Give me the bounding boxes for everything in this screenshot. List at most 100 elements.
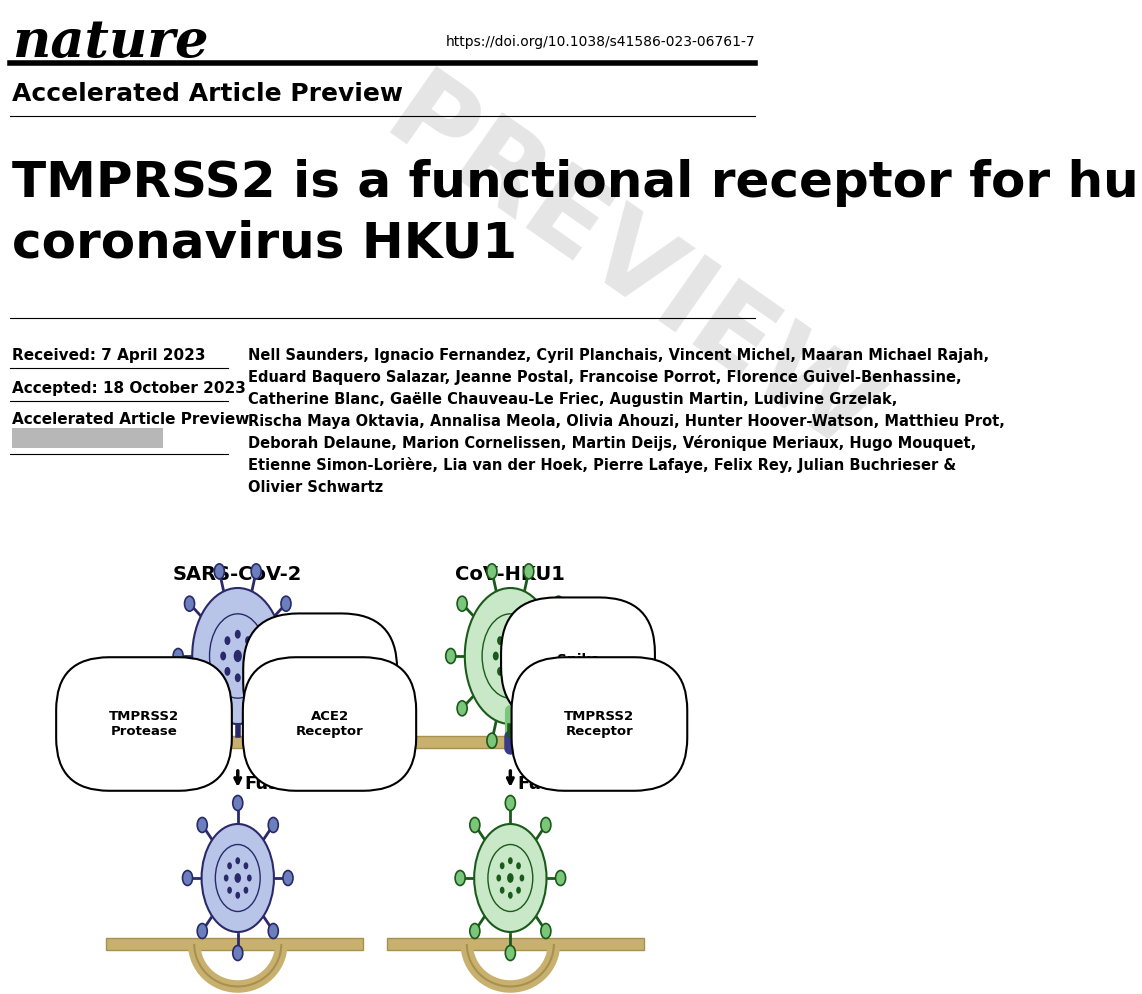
Circle shape — [246, 636, 251, 645]
Circle shape — [486, 734, 497, 748]
Circle shape — [215, 734, 224, 748]
Circle shape — [565, 648, 574, 664]
Text: Accepted: 18 October 2023: Accepted: 18 October 2023 — [13, 381, 246, 396]
Text: ACE2
Receptor: ACE2 Receptor — [296, 710, 363, 738]
Circle shape — [506, 650, 514, 662]
Text: Rischa Maya Oktavia, Annalisa Meola, Olivia Ahouzi, Hunter Hoover-Watson, Matthi: Rischa Maya Oktavia, Annalisa Meola, Oli… — [248, 414, 1005, 428]
Circle shape — [493, 652, 499, 660]
Circle shape — [225, 667, 231, 676]
Circle shape — [497, 636, 502, 645]
Circle shape — [249, 652, 256, 660]
Text: Deborah Delaune, Marion Cornelissen, Martin Deijs, Véronique Meriaux, Hugo Mouqu: Deborah Delaune, Marion Cornelissen, Mar… — [248, 435, 976, 451]
Bar — [387, 736, 644, 748]
Circle shape — [185, 701, 194, 716]
Circle shape — [185, 596, 194, 611]
Text: nature: nature — [13, 17, 209, 68]
Circle shape — [500, 862, 505, 870]
Circle shape — [497, 667, 502, 676]
Circle shape — [192, 588, 283, 724]
Circle shape — [507, 673, 513, 682]
Text: Spike: Spike — [556, 653, 600, 667]
Circle shape — [456, 871, 465, 886]
Text: Etienne Simon-Lorière, Lia van der Hoek, Pierre Lafaye, Felix Rey, Julian Buchri: Etienne Simon-Lorière, Lia van der Hoek,… — [248, 457, 956, 473]
Circle shape — [505, 945, 515, 960]
Bar — [106, 736, 363, 748]
Circle shape — [251, 734, 262, 748]
Bar — [387, 938, 644, 950]
FancyBboxPatch shape — [13, 428, 163, 448]
Circle shape — [445, 648, 456, 664]
Circle shape — [497, 875, 501, 882]
Circle shape — [555, 871, 565, 886]
Circle shape — [457, 701, 467, 716]
Circle shape — [281, 701, 291, 716]
Text: coronavirus HKU1: coronavirus HKU1 — [13, 219, 517, 267]
Circle shape — [554, 701, 564, 716]
Text: Accelerated Article Preview: Accelerated Article Preview — [13, 82, 403, 106]
Text: Catherine Blanc, Gaëlle Chauveau-Le Friec, Augustin Martin, Ludivine Grzelak,: Catherine Blanc, Gaëlle Chauveau-Le Frie… — [248, 392, 898, 407]
Circle shape — [235, 630, 241, 639]
Text: Eduard Baquero Salazar, Jeanne Postal, Francoise Porrot, Florence Guivel-Benhass: Eduard Baquero Salazar, Jeanne Postal, F… — [248, 370, 962, 385]
Text: Fusion: Fusion — [244, 775, 311, 793]
Text: Fusion: Fusion — [517, 775, 582, 793]
Circle shape — [227, 862, 232, 870]
Circle shape — [469, 817, 480, 832]
Text: https://doi.org/10.1038/s41586-023-06761-7: https://doi.org/10.1038/s41586-023-06761… — [445, 35, 756, 49]
Text: Accelerated Article Preview: Accelerated Article Preview — [13, 412, 249, 426]
Text: PREVIEW: PREVIEW — [365, 63, 893, 477]
Bar — [106, 938, 363, 950]
Circle shape — [246, 667, 251, 676]
Circle shape — [227, 887, 232, 894]
Circle shape — [486, 564, 497, 579]
Text: TMPRSS2
Protease: TMPRSS2 Protease — [108, 710, 179, 738]
Circle shape — [283, 871, 293, 886]
Circle shape — [268, 817, 279, 832]
Text: CoV-HKU1: CoV-HKU1 — [456, 565, 565, 583]
Text: SARS-CoV-2: SARS-CoV-2 — [174, 565, 303, 583]
Circle shape — [281, 596, 291, 611]
Circle shape — [198, 923, 207, 938]
Circle shape — [198, 817, 207, 832]
Circle shape — [234, 650, 242, 662]
Circle shape — [225, 636, 231, 645]
Circle shape — [541, 923, 550, 938]
Circle shape — [215, 564, 224, 579]
Circle shape — [235, 673, 241, 682]
Circle shape — [268, 923, 279, 938]
Text: Olivier Schwartz: Olivier Schwartz — [248, 479, 383, 494]
Circle shape — [522, 652, 528, 660]
Circle shape — [224, 875, 228, 882]
Circle shape — [233, 945, 243, 960]
Circle shape — [235, 857, 240, 864]
Text: TMPRSS2 is a functional receptor for human: TMPRSS2 is a functional receptor for hum… — [13, 159, 1142, 207]
Text: TMPRSS2
Receptor: TMPRSS2 Receptor — [564, 710, 635, 738]
Circle shape — [465, 588, 556, 724]
Circle shape — [251, 564, 262, 579]
Circle shape — [507, 630, 513, 639]
Circle shape — [505, 795, 515, 810]
Circle shape — [457, 596, 467, 611]
Circle shape — [220, 652, 226, 660]
Circle shape — [541, 817, 550, 832]
Circle shape — [234, 873, 241, 883]
Text: Nell Saunders, Ignacio Fernandez, Cyril Planchais, Vincent Michel, Maaran Michae: Nell Saunders, Ignacio Fernandez, Cyril … — [248, 348, 989, 363]
Circle shape — [202, 824, 274, 932]
Circle shape — [516, 862, 521, 870]
Circle shape — [243, 887, 248, 894]
Circle shape — [243, 862, 248, 870]
Circle shape — [517, 667, 524, 676]
Circle shape — [508, 857, 513, 864]
Circle shape — [235, 892, 240, 899]
Circle shape — [183, 871, 193, 886]
Circle shape — [247, 875, 251, 882]
Circle shape — [469, 923, 480, 938]
Circle shape — [292, 648, 303, 664]
Text: Received: 7 April 2023: Received: 7 April 2023 — [13, 348, 206, 363]
Circle shape — [516, 887, 521, 894]
Circle shape — [500, 887, 505, 894]
Circle shape — [233, 795, 243, 810]
Circle shape — [524, 564, 533, 579]
Circle shape — [474, 824, 547, 932]
Circle shape — [554, 596, 564, 611]
Circle shape — [520, 875, 524, 882]
